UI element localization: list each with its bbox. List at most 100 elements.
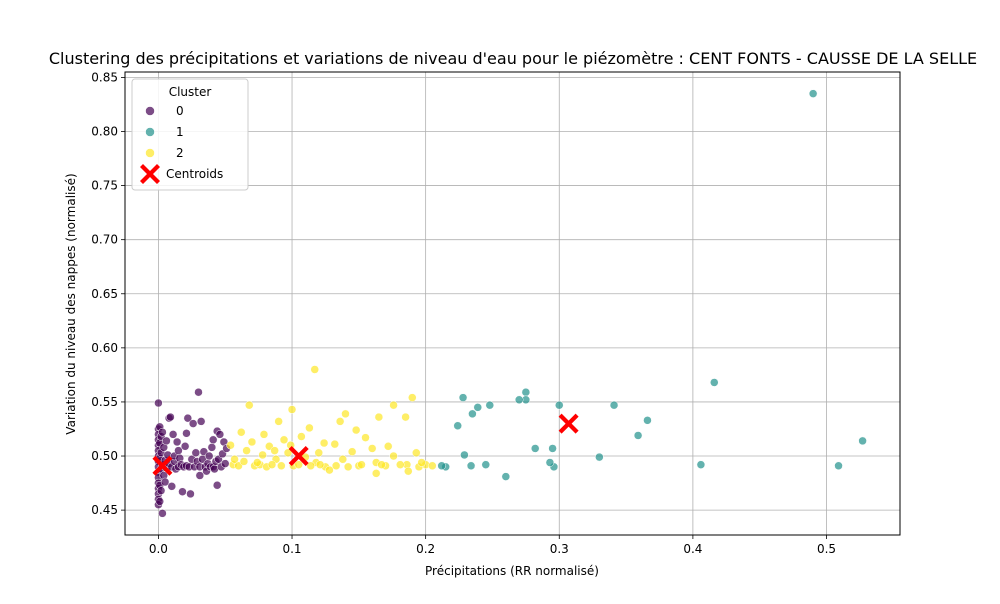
data-point-cluster-2 xyxy=(404,466,413,476)
data-point-cluster-0 xyxy=(158,427,167,437)
data-point-cluster-1 xyxy=(485,400,495,410)
legend: Cluster 0 1 2 Centroids xyxy=(131,78,249,191)
data-points xyxy=(154,89,867,518)
data-point-cluster-2 xyxy=(237,427,246,437)
chart-title: Clustering des précipitations et variati… xyxy=(49,49,977,68)
data-point-cluster-2 xyxy=(258,450,267,460)
data-point-cluster-1 xyxy=(453,421,462,430)
data-point-cluster-0 xyxy=(182,429,191,438)
data-point-cluster-2 xyxy=(242,446,251,455)
data-point-cluster-1 xyxy=(808,89,818,98)
data-point-cluster-2 xyxy=(325,465,334,475)
data-point-cluster-2 xyxy=(277,461,286,471)
data-point-cluster-0 xyxy=(204,451,214,461)
legend-marker-centroids xyxy=(140,164,160,184)
data-point-cluster-0 xyxy=(156,486,166,495)
data-point-cluster-2 xyxy=(389,451,398,461)
x-tick-label: 0.3 xyxy=(550,542,569,556)
data-point-cluster-2 xyxy=(341,409,350,419)
data-point-cluster-0 xyxy=(194,387,203,397)
data-point-cluster-2 xyxy=(306,461,315,471)
data-point-cluster-0 xyxy=(208,435,218,445)
data-point-cluster-2 xyxy=(283,448,293,458)
y-axis-label: Variation du niveau des nappes (normalis… xyxy=(64,173,78,434)
data-point-cluster-1 xyxy=(530,444,540,453)
data-point-cluster-0 xyxy=(166,412,175,422)
data-point-cluster-2 xyxy=(383,442,393,451)
data-point-cluster-2 xyxy=(396,460,405,469)
data-point-cluster-0 xyxy=(178,487,187,496)
data-point-cluster-0 xyxy=(162,436,171,446)
data-point-cluster-0 xyxy=(160,477,170,487)
x-tick-label: 0.5 xyxy=(817,542,836,556)
data-point-cluster-2 xyxy=(347,447,357,456)
data-point-cluster-2 xyxy=(247,437,257,447)
data-point-cluster-2 xyxy=(270,446,279,455)
y-tick-label: 0.65 xyxy=(91,287,118,301)
x-tick-label: 0.2 xyxy=(416,542,435,556)
data-point-cluster-0 xyxy=(155,497,164,506)
data-point-cluster-1 xyxy=(468,409,477,419)
data-point-cluster-2 xyxy=(335,417,345,426)
x-axis-ticks: 0.0 0.1 0.2 0.3 0.4 0.5 xyxy=(149,535,836,556)
data-point-cluster-2 xyxy=(357,460,366,469)
data-point-cluster-0 xyxy=(212,480,222,490)
data-point-cluster-0 xyxy=(167,482,177,491)
data-point-cluster-0 xyxy=(188,419,198,428)
data-point-cluster-2 xyxy=(314,448,323,458)
data-point-cluster-0 xyxy=(220,459,230,468)
data-point-cluster-1 xyxy=(609,400,619,410)
data-point-cluster-2 xyxy=(417,458,426,467)
centroid-marker xyxy=(152,455,173,476)
data-point-cluster-0 xyxy=(180,442,190,451)
data-point-cluster-2 xyxy=(274,417,283,426)
data-point-cluster-1 xyxy=(710,378,719,387)
x-tick-label: 0.0 xyxy=(149,542,168,556)
data-point-cluster-1 xyxy=(514,395,524,405)
legend-label-0: 0 xyxy=(176,104,184,118)
data-point-cluster-1 xyxy=(633,431,643,440)
centroid-markers xyxy=(152,413,579,476)
data-point-cluster-2 xyxy=(315,460,325,469)
y-tick-label: 0.55 xyxy=(91,395,118,409)
legend-marker-0 xyxy=(145,106,155,116)
data-point-cluster-0 xyxy=(191,448,201,458)
data-point-cluster-0 xyxy=(172,437,182,447)
y-tick-label: 0.80 xyxy=(91,124,118,138)
data-point-cluster-2 xyxy=(319,438,329,448)
data-point-cluster-1 xyxy=(473,403,483,412)
data-point-cluster-0 xyxy=(195,471,205,480)
legend-marker-2 xyxy=(145,148,155,158)
data-point-cluster-0 xyxy=(196,417,206,426)
data-point-cluster-2 xyxy=(377,460,386,469)
data-point-cluster-1 xyxy=(696,460,706,469)
x-tick-label: 0.1 xyxy=(282,542,301,556)
data-point-cluster-1 xyxy=(460,450,469,460)
y-tick-label: 0.45 xyxy=(91,503,118,517)
legend-label-2: 2 xyxy=(176,146,184,160)
data-point-cluster-1 xyxy=(458,393,468,402)
y-tick-label: 0.75 xyxy=(91,179,118,193)
data-point-cluster-1 xyxy=(437,461,446,471)
legend-box xyxy=(131,78,249,191)
data-point-cluster-2 xyxy=(245,400,254,410)
data-point-cluster-2 xyxy=(343,462,353,472)
x-tick-label: 0.4 xyxy=(683,542,702,556)
data-point-cluster-1 xyxy=(501,472,511,481)
data-point-cluster-1 xyxy=(548,444,557,453)
y-tick-label: 0.70 xyxy=(91,233,118,247)
data-point-cluster-0 xyxy=(154,398,163,408)
data-point-cluster-2 xyxy=(239,457,249,466)
data-point-cluster-2 xyxy=(294,460,303,469)
data-point-cluster-2 xyxy=(389,400,398,410)
data-point-cluster-2 xyxy=(330,439,340,449)
y-tick-label: 0.50 xyxy=(91,449,118,463)
legend-marker-1 xyxy=(145,127,155,137)
data-point-cluster-0 xyxy=(183,413,193,423)
data-point-cluster-1 xyxy=(555,400,564,410)
data-point-cluster-2 xyxy=(267,460,277,469)
data-point-cluster-2 xyxy=(371,469,381,478)
data-point-cluster-2 xyxy=(287,405,297,414)
